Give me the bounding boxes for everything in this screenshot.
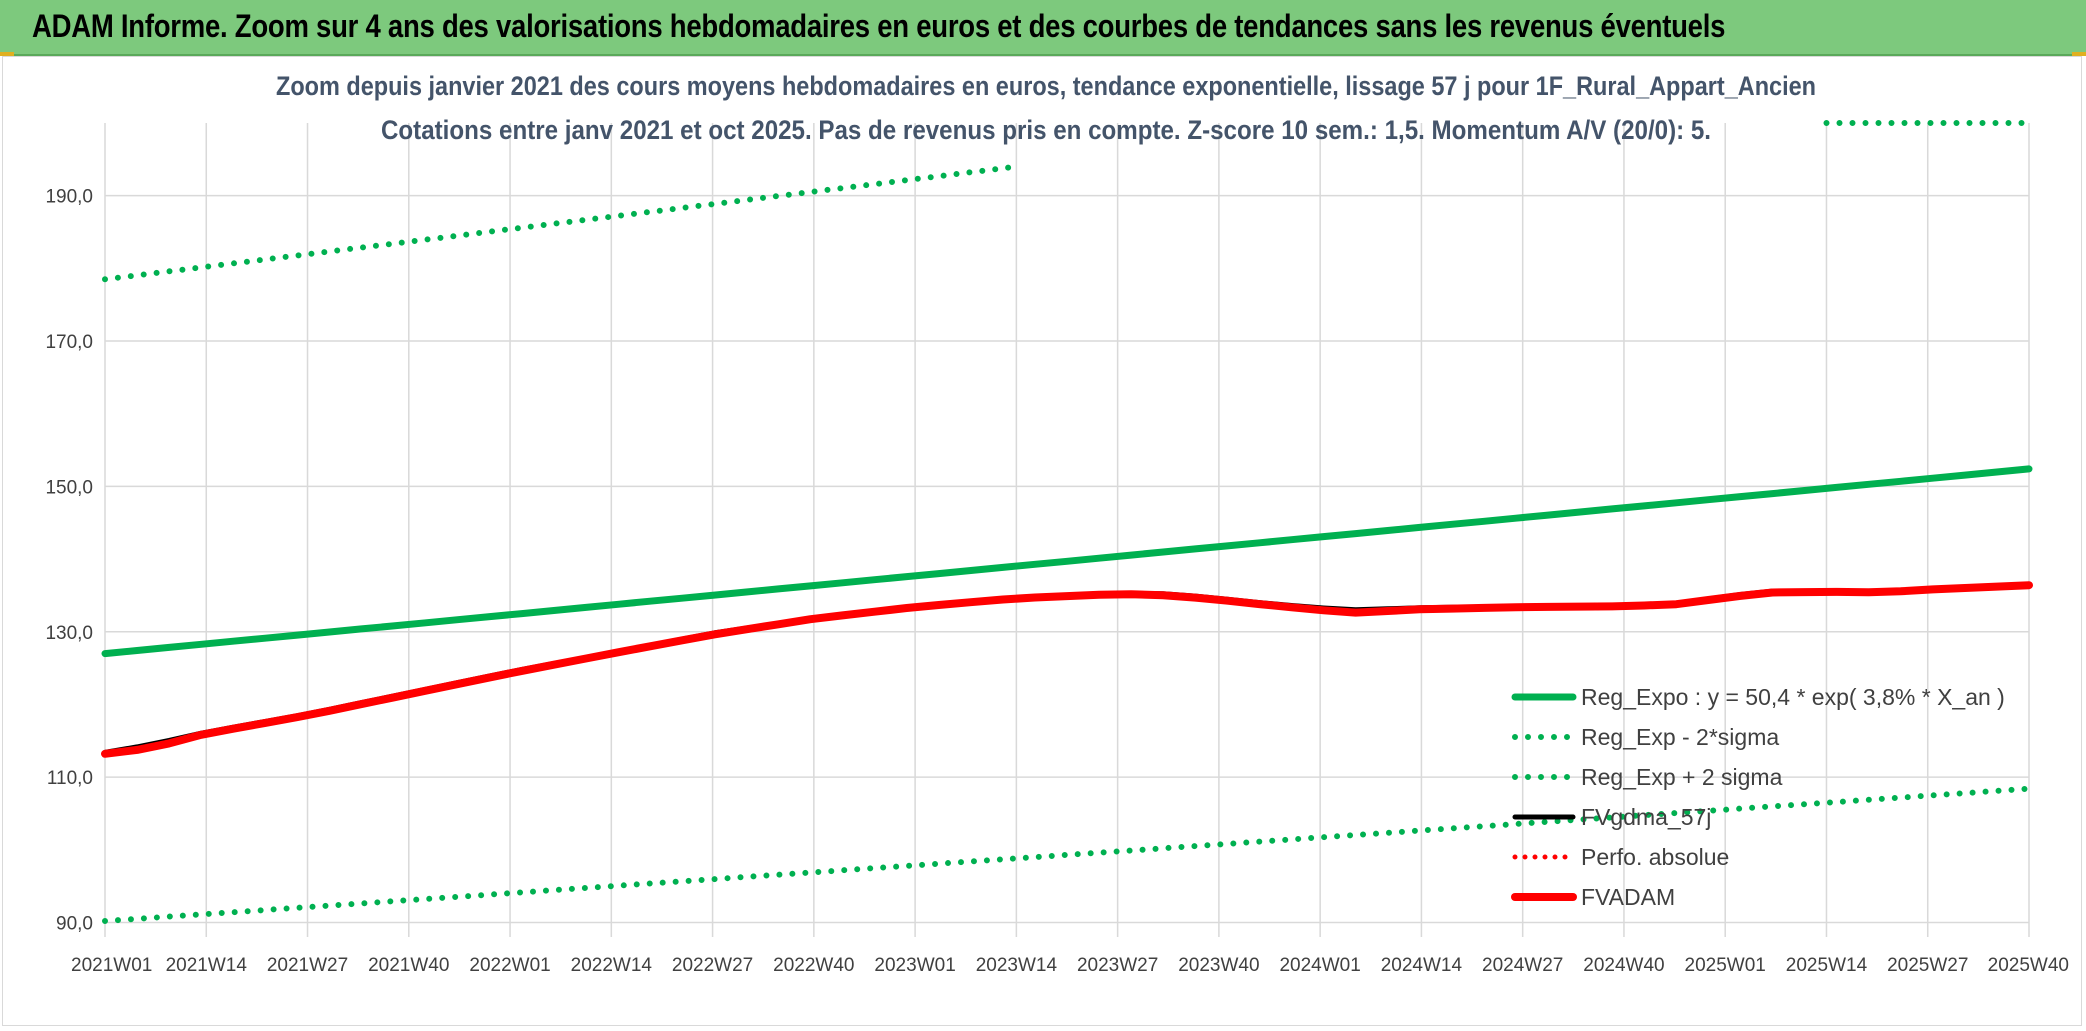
- chart-title-line-1: Zoom depuis janvier 2021 des cours moyen…: [276, 71, 1816, 101]
- x-tick-label: 2021W40: [368, 955, 449, 976]
- corner-accent-top-right: [2072, 52, 2086, 56]
- x-tick-label: 2021W14: [166, 955, 248, 976]
- series-reg-exp-minus-2sigma: [102, 785, 2032, 924]
- x-tick-label: 2025W01: [1685, 955, 1766, 976]
- legend-item-perfo-absolue: Perfo. absolue: [1512, 844, 1729, 870]
- x-tick-label: 2021W01: [71, 955, 152, 976]
- x-tick-label: 2021W27: [267, 955, 348, 976]
- legend-item-reg-exp-plus-2sigma: Reg_Exp + 2 sigma: [1512, 764, 1783, 790]
- series-lines: [101, 120, 2033, 924]
- chart-frame: Zoom depuis janvier 2021 des cours moyen…: [2, 56, 2082, 1026]
- legend-label: Reg_Expo : y = 50,4 * exp( 3,8% * X_an ): [1581, 684, 2005, 710]
- header-bar: ADAM Informe. Zoom sur 4 ans des valoris…: [0, 0, 2086, 56]
- y-tick-label: 130,0: [45, 623, 93, 644]
- legend-label: Perfo. absolue: [1581, 844, 1729, 870]
- x-tick-label: 2025W40: [1988, 955, 2069, 976]
- x-tick-label: 2025W27: [1887, 955, 1968, 976]
- x-tick-label: 2022W14: [571, 955, 653, 976]
- y-tick-label: 90,0: [56, 913, 93, 934]
- y-tick-label: 150,0: [45, 477, 93, 498]
- x-tick-label: 2025W14: [1786, 955, 1868, 976]
- y-tick-label: 190,0: [45, 187, 93, 208]
- y-tick-label: 170,0: [45, 332, 93, 353]
- series-fvadam: [101, 581, 2033, 758]
- legend-item-fvadam: FVADAM: [1511, 884, 1675, 910]
- x-tick-label: 2024W01: [1279, 955, 1360, 976]
- legend-label: FVADAM: [1581, 884, 1675, 910]
- legend-label: FVgdma_57j: [1581, 804, 1711, 830]
- y-tick-label: 110,0: [47, 768, 93, 789]
- gridlines: [104, 123, 2030, 937]
- x-tick-label: 2022W27: [672, 955, 753, 976]
- series-reg-expo: [101, 465, 2033, 658]
- legend-item-reg-expo: Reg_Expo : y = 50,4 * exp( 3,8% * X_an ): [1511, 684, 2005, 710]
- line-chart: Zoom depuis janvier 2021 des cours moyen…: [45, 71, 2069, 976]
- series-reg-exp-plus-2sigma: [102, 163, 1020, 283]
- x-tick-label: 2022W01: [469, 955, 550, 976]
- x-axis-ticks: 2021W01 2021W14 2021W27 2021W40 2022W01 2022W…: [71, 955, 2069, 976]
- chart-title-line-2: Cotations entre janv 2021 et oct 2025. P…: [381, 115, 1711, 145]
- legend-label: Reg_Exp - 2*sigma: [1581, 724, 1779, 750]
- page-title: ADAM Informe. Zoom sur 4 ans des valoris…: [32, 8, 1726, 44]
- legend-item-fvgdma-57j: FVgdma_57j: [1512, 804, 1711, 830]
- legend-label: Reg_Exp + 2 sigma: [1581, 764, 1783, 790]
- corner-accent-top-left: [0, 52, 14, 56]
- chart-title: Zoom depuis janvier 2021 des cours moyen…: [276, 71, 1816, 145]
- x-tick-label: 2023W40: [1178, 955, 1259, 976]
- x-tick-label: 2024W14: [1381, 955, 1463, 976]
- legend-item-reg-exp-minus-2sigma: Reg_Exp - 2*sigma: [1512, 724, 1779, 750]
- x-tick-label: 2023W14: [976, 955, 1058, 976]
- legend: Reg_Expo : y = 50,4 * exp( 3,8% * X_an )…: [1511, 684, 2005, 910]
- x-tick-label: 2024W27: [1482, 955, 1563, 976]
- x-tick-label: 2024W40: [1583, 955, 1664, 976]
- x-tick-label: 2022W40: [773, 955, 854, 976]
- x-tick-label: 2023W01: [874, 955, 955, 976]
- x-tick-label: 2023W27: [1077, 955, 1158, 976]
- y-axis-ticks: 90,0 110,0 130,0 150,0 170,0 190,0: [45, 187, 93, 935]
